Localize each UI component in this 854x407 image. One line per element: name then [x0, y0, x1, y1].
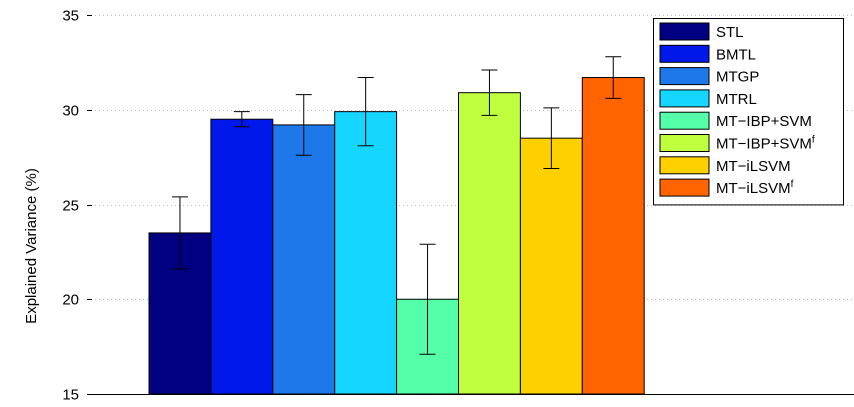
error-bars	[171, 56, 622, 355]
axes: 15 20 25 30 35	[62, 8, 854, 404]
legend-label: MT−IBP+SVMf	[716, 135, 815, 153]
legend-swatch	[659, 156, 710, 175]
bar	[581, 77, 645, 395]
legend-swatch	[659, 111, 710, 130]
y-tick-label: 20	[62, 292, 79, 309]
bar	[272, 124, 336, 395]
legend-swatch	[659, 134, 710, 152]
legend-swatch	[659, 22, 710, 41]
legend-label: STL	[716, 24, 744, 41]
legend-label: MT−iLSVMf	[716, 179, 794, 197]
bar	[334, 111, 398, 395]
y-tick-label: 25	[62, 198, 79, 215]
legend-swatch	[659, 67, 710, 86]
y-tick-label: 15	[62, 387, 79, 403]
bar	[210, 118, 274, 395]
bar	[458, 92, 521, 395]
y-tick-label: 30	[62, 103, 79, 120]
legend: STL BMTL MTGP MTRL MT−IBP+SVM MT−IBP+SVMf MT−i…	[653, 18, 844, 206]
bar	[519, 137, 583, 395]
legend-label: MT−iLSVM	[716, 158, 791, 175]
bars	[148, 77, 645, 395]
y-axis-label: Explained Variance (%)	[23, 168, 40, 324]
legend-swatch	[659, 44, 710, 63]
y-tick-label: 35	[62, 8, 79, 25]
legend-label: MTGP	[716, 69, 759, 86]
legend-label: MT−IBP+SVM	[716, 113, 812, 130]
legend-swatch	[659, 89, 710, 108]
legend-swatch	[659, 178, 710, 197]
legend-label: BMTL	[716, 46, 756, 63]
legend-label: MTRL	[716, 91, 757, 108]
